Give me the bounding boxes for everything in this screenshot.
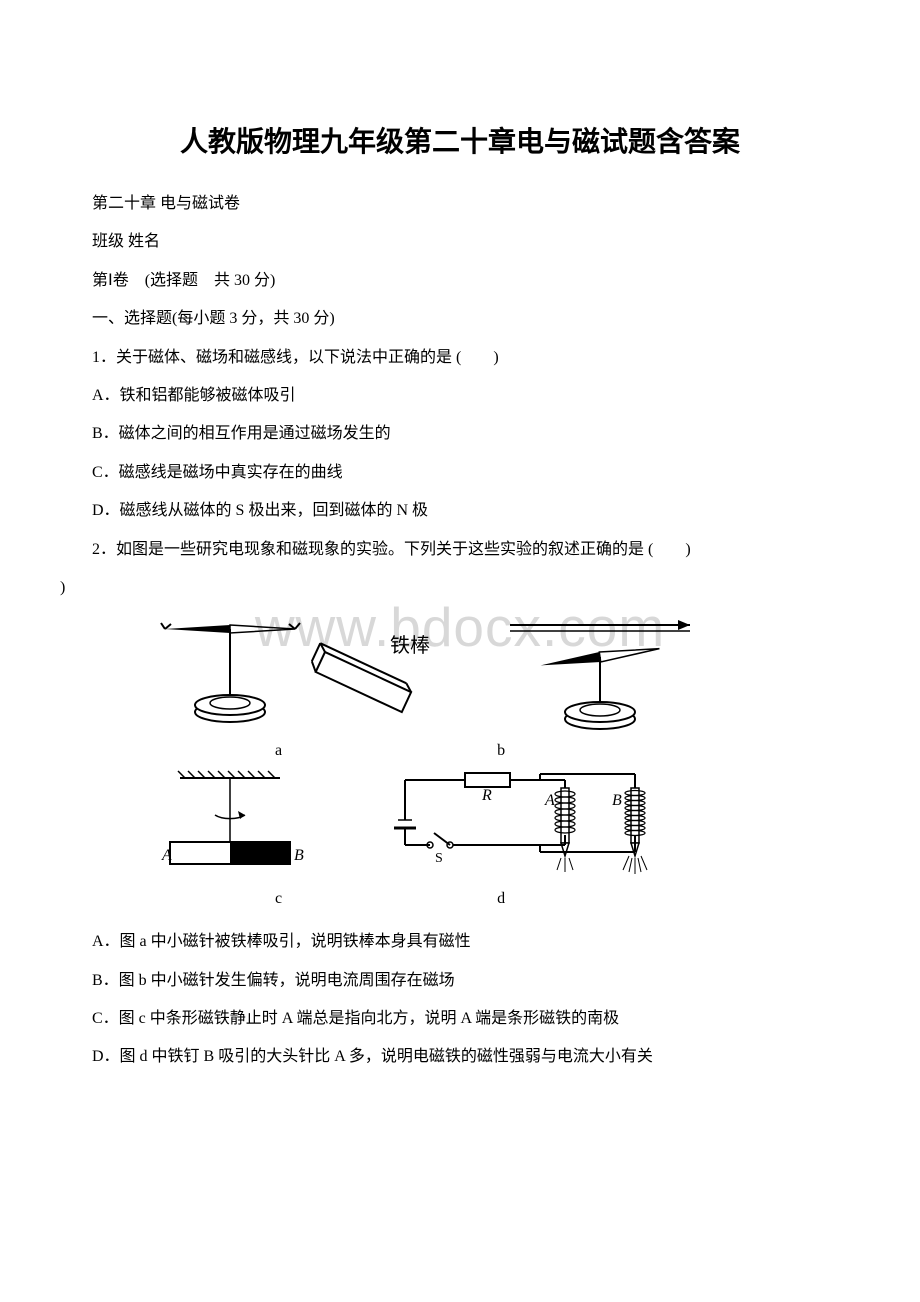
svg-text:铁棒: 铁棒 bbox=[390, 634, 430, 657]
q1-text: 1．关于磁体、磁场和磁感线，以下说法中正确的是 ( ) bbox=[60, 339, 860, 377]
fig-b-label: b bbox=[497, 742, 505, 760]
figure-a: 铁棒 bbox=[160, 617, 450, 737]
svg-text:R: R bbox=[481, 787, 492, 804]
page-title: 人教版物理九年级第二十章电与磁试题含答案 bbox=[60, 120, 860, 160]
q1-option-a: A．铁和铝都能够被磁体吸引 bbox=[60, 377, 860, 415]
q2-text: 2．如图是一些研究电现象和磁现象的实验。下列关于这些实验的叙述正确的是 ( ) bbox=[60, 531, 860, 569]
svg-text:B: B bbox=[612, 792, 622, 809]
figure-b bbox=[500, 617, 700, 737]
svg-text:S: S bbox=[435, 851, 443, 866]
fig-a-label: a bbox=[275, 742, 282, 760]
fig-d-label: d bbox=[497, 890, 505, 908]
q2-option-c: C．图 c 中条形磁铁静止时 A 端总是指向北方，说明 A 端是条形磁铁的南极 bbox=[60, 1000, 860, 1038]
figure-labels-row1: a b bbox=[160, 742, 860, 760]
page-content: 人教版物理九年级第二十章电与磁试题含答案 第二十章 电与磁试卷 班级 姓名 第Ⅰ… bbox=[60, 120, 860, 1077]
subtitle: 第二十章 电与磁试卷 bbox=[60, 185, 860, 223]
q2-option-a: A．图 a 中小磁针被铁棒吸引，说明铁棒本身具有磁性 bbox=[60, 923, 860, 961]
q2-option-d: D．图 d 中铁钉 B 吸引的大头针比 A 多，说明电磁铁的磁性强弱与电流大小有… bbox=[60, 1038, 860, 1076]
figure-d: R A bbox=[390, 770, 670, 885]
fig-c-label: c bbox=[275, 890, 282, 908]
q1-option-c: C．磁感线是磁场中真实存在的曲线 bbox=[60, 454, 860, 492]
svg-text:A: A bbox=[544, 792, 555, 809]
section-1: 第Ⅰ卷 (选择题 共 30 分) bbox=[60, 262, 860, 300]
part-1: 一、选择题(每小题 3 分，共 30 分) bbox=[60, 300, 860, 338]
figures-row-2: A B R bbox=[160, 770, 860, 885]
svg-text:A: A bbox=[161, 847, 172, 864]
figure-c: A B bbox=[160, 770, 320, 880]
q2-paren: ) bbox=[60, 569, 860, 607]
figure-labels-row2: c d bbox=[160, 890, 860, 908]
q1-option-d: D．磁感线从磁体的 S 极出来，回到磁体的 N 极 bbox=[60, 492, 860, 530]
header-line: 班级 姓名 bbox=[60, 223, 860, 261]
q1-option-b: B．磁体之间的相互作用是通过磁场发生的 bbox=[60, 415, 860, 453]
q2-option-b: B．图 b 中小磁针发生偏转，说明电流周围存在磁场 bbox=[60, 962, 860, 1000]
figures-row-1: 铁棒 bbox=[160, 617, 860, 737]
svg-text:B: B bbox=[294, 847, 304, 864]
